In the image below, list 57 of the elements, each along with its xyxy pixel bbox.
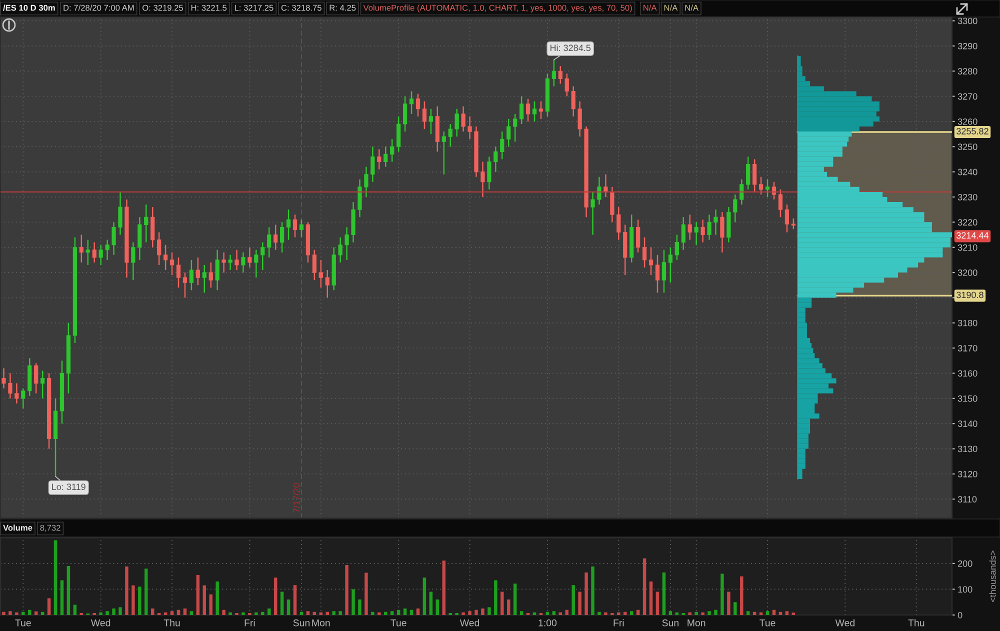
chart-title: /ES 10 D 30m: [3, 4, 55, 11]
annotation: Hi: 3284.5: [550, 44, 591, 52]
y-tick-label: 0: [958, 612, 962, 618]
text: VolumeProfile (AUTOMATIC, 1.0, CHART, 1, yes, 1000, yes, yes, 70, 50): [363, 4, 632, 12]
x-tick-label: Wed: [90, 619, 110, 626]
text: L: 3217.25: [234, 4, 274, 11]
x-tick-label: Tue: [760, 620, 776, 626]
text: R: 4.25: [330, 4, 356, 11]
ref-line-label: 7/17/20: [293, 483, 300, 513]
x-tick-label: Wed: [460, 619, 480, 626]
x-tick-label: Fri: [244, 619, 255, 626]
text: C: 3218.75: [281, 4, 322, 11]
text: 8,732: [40, 524, 60, 532]
y-tick-label: 3110: [958, 496, 977, 502]
ref-line-label: 3214.44: [956, 232, 989, 239]
y-tick-label: 3270: [958, 93, 978, 100]
text: H: 3221.5: [191, 4, 227, 11]
y-tick-label: 3250: [958, 144, 978, 150]
y-axis-title: <thousands>: [989, 550, 996, 602]
text: N/A: [664, 4, 678, 11]
y-tick-label: 3280: [958, 68, 978, 74]
x-tick-label: Thu: [908, 619, 924, 626]
x-tick-label: Mon: [312, 620, 330, 626]
y-tick-label: 3130: [958, 446, 978, 452]
y-tick-label: 200: [958, 560, 972, 567]
y-tick-label: 3200: [958, 270, 978, 276]
y-tick-label: 3300: [958, 18, 978, 24]
x-tick-label: Tue: [390, 620, 406, 626]
y-tick-label: 3240: [958, 168, 978, 176]
x-tick-label: Wed: [835, 619, 854, 626]
y-tick-label: 100: [958, 586, 972, 593]
annotation: Lo: 3119: [52, 484, 86, 490]
chart-title: Volume: [3, 524, 32, 531]
y-tick-label: 3160: [958, 370, 978, 377]
x-tick-label: 1:00: [538, 619, 557, 626]
text: N/A: [685, 4, 698, 11]
x-tick-label: Tue: [15, 620, 31, 626]
y-tick-label: 3150: [958, 395, 978, 402]
y-tick-label: 3260: [958, 118, 978, 125]
x-tick-label: Thu: [164, 619, 180, 626]
y-tick-label: 3170: [958, 345, 978, 352]
x-tick-label: Sun: [662, 619, 678, 626]
y-tick-label: 3120: [958, 470, 978, 478]
text: N/A: [644, 4, 657, 11]
x-tick-label: Mon: [688, 620, 706, 626]
x-tick-label: Fri: [614, 619, 624, 626]
y-tick-label: 3230: [958, 194, 978, 200]
ref-line-label: 3255.82: [956, 128, 988, 134]
text: D: 7/28/20 7:00 AM: [64, 4, 134, 11]
text: O: 3219.25: [142, 4, 184, 11]
x-tick-label: Sun: [293, 619, 310, 626]
y-tick-label: 3180: [958, 320, 978, 326]
y-tick-label: 3290: [958, 42, 978, 50]
ref-line-label: 3190.8: [956, 292, 984, 298]
y-tick-label: 3140: [958, 420, 978, 427]
y-tick-label: 3210: [958, 244, 978, 251]
y-tick-label: 3220: [958, 219, 978, 226]
